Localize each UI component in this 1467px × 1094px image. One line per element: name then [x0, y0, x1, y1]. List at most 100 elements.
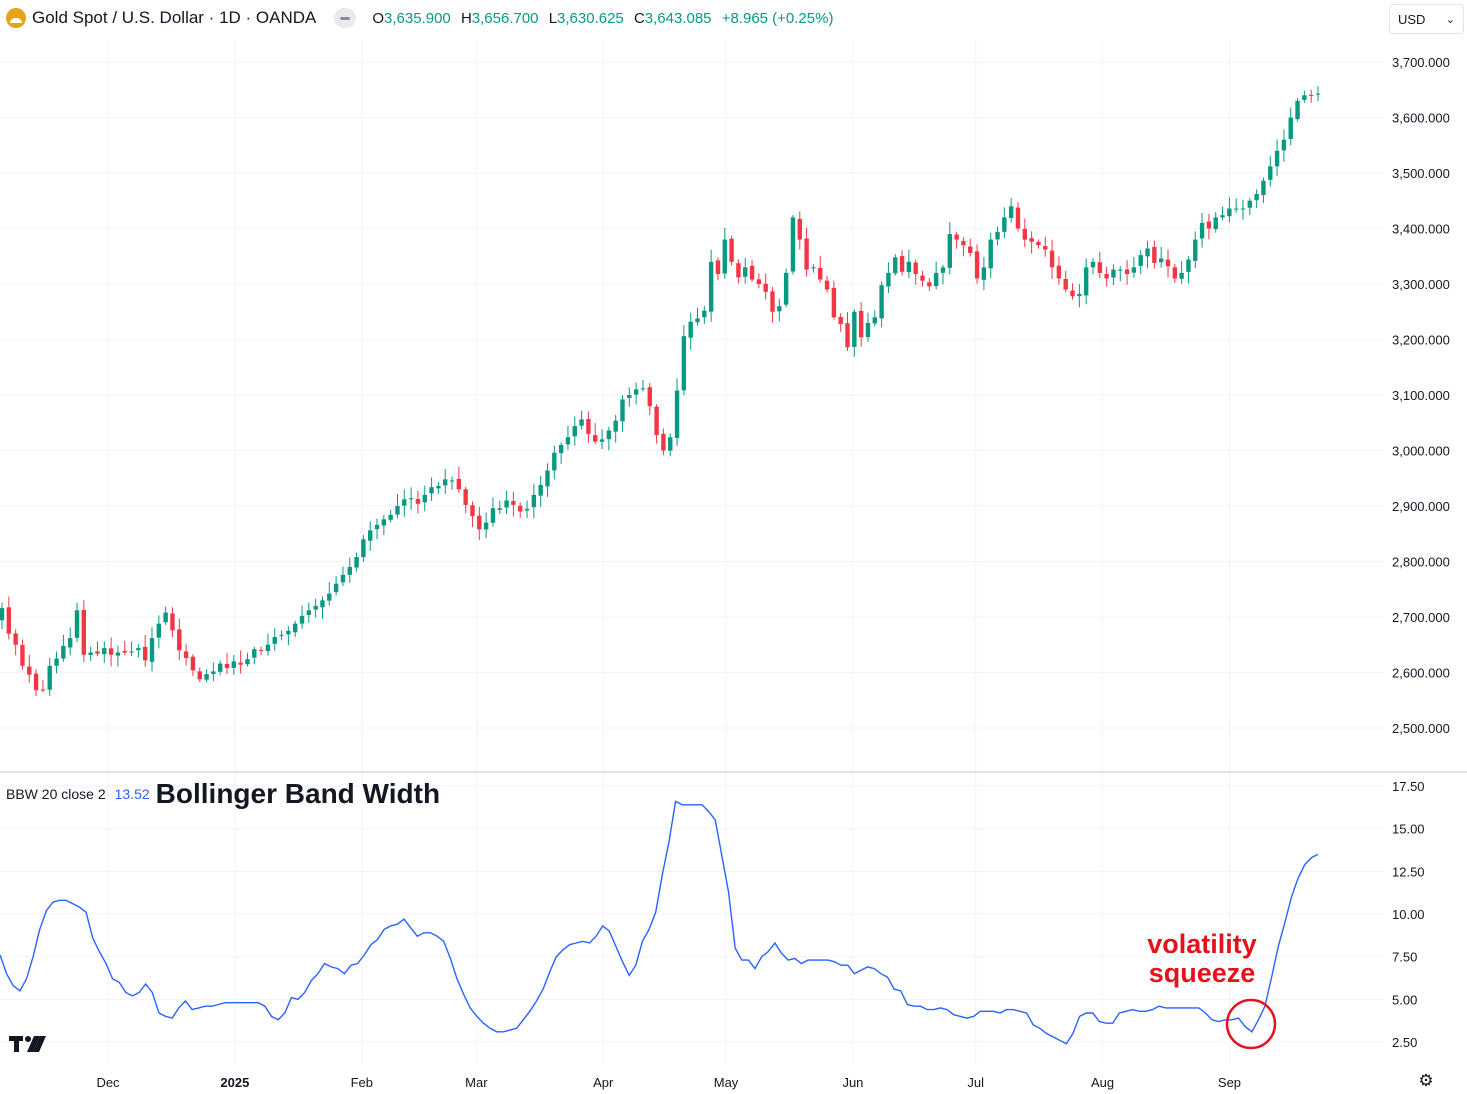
- price-tick-label: 3,300.000: [1392, 277, 1450, 292]
- candle-body: [647, 387, 652, 407]
- candle-body: [1049, 250, 1055, 268]
- symbol-title[interactable]: Gold Spot / U.S. Dollar · 1D · OANDA: [32, 8, 317, 27]
- high-value: 3,656.700: [471, 9, 539, 27]
- candle-body: [1233, 208, 1239, 210]
- candle-up: [67, 627, 73, 656]
- bbw-tick-label: 15.00: [1392, 822, 1425, 837]
- candle-body: [340, 574, 346, 583]
- candle-down: [511, 491, 516, 517]
- candle-up: [947, 222, 952, 275]
- candle-body: [395, 506, 400, 515]
- candle-up: [327, 582, 332, 606]
- high-label: H: [460, 9, 472, 27]
- candle-down: [1022, 218, 1027, 248]
- candle-up: [381, 515, 387, 536]
- candle-body: [1124, 269, 1130, 275]
- candle-body: [729, 238, 734, 262]
- candle-body: [388, 514, 393, 520]
- candle-body: [511, 501, 516, 505]
- candle-body: [831, 287, 837, 318]
- candle-up: [129, 641, 134, 656]
- bbw-tick-label: 12.50: [1392, 864, 1425, 879]
- candle-body: [845, 323, 850, 348]
- candle-body: [1002, 217, 1007, 232]
- candle-body: [217, 663, 223, 672]
- currency-selector[interactable]: USD ⌄: [1389, 4, 1464, 34]
- candle-body: [1138, 255, 1143, 266]
- price-tick-label: 2,500.000: [1392, 721, 1450, 736]
- candle-up: [599, 429, 605, 450]
- candle-down: [647, 382, 652, 415]
- candle-body: [579, 419, 584, 426]
- candle-down: [1070, 283, 1075, 300]
- candle-body: [1179, 272, 1184, 279]
- open-label: O: [372, 9, 385, 27]
- candle-up: [906, 249, 912, 279]
- candle-body: [313, 605, 318, 610]
- tradingview-logo-icon[interactable]: [9, 1030, 47, 1061]
- candle-body: [156, 623, 162, 638]
- candle-down: [1172, 263, 1178, 283]
- bbw-tick-label: 2.50: [1392, 1035, 1417, 1050]
- candle-down: [463, 486, 468, 514]
- candle-body: [170, 613, 175, 631]
- indicator-name[interactable]: BBW 20 close 2: [6, 786, 106, 802]
- candle-up: [633, 382, 639, 405]
- candle-up: [995, 226, 1000, 246]
- candle-down: [183, 644, 189, 666]
- candle-down: [13, 629, 18, 656]
- candle-body: [804, 238, 809, 270]
- candle-body: [306, 610, 312, 615]
- bbw-axis[interactable]: 17.50 15.00 12.50 10.00 7.50 5.00 2.50: [1392, 779, 1425, 1050]
- price-tick-label: 3,500.000: [1392, 166, 1450, 181]
- candle-body: [913, 262, 918, 275]
- candle-body: [252, 649, 257, 658]
- candle-up: [1227, 197, 1232, 223]
- candle-body: [327, 593, 332, 601]
- time-tick-label: Apr: [593, 1075, 614, 1090]
- collapse-minus-icon[interactable]: [334, 8, 357, 28]
- candle-up: [402, 489, 407, 517]
- close-value: 3,643.085: [644, 9, 712, 27]
- settings-gear-icon[interactable]: ⚙: [1418, 1071, 1434, 1090]
- candle-up: [74, 602, 80, 643]
- candle-down: [1029, 231, 1034, 254]
- price-tick-label: 2,900.000: [1392, 499, 1450, 514]
- candle-down: [763, 273, 768, 300]
- candle-body: [1152, 246, 1157, 263]
- price-axis[interactable]: 3,700.000 3,600.000 3,500.000 3,400.000 3,30…: [1392, 55, 1450, 736]
- candle-down: [197, 667, 202, 682]
- candle-body: [231, 661, 237, 668]
- time-axis[interactable]: Dec 2025 Feb Mar Apr May Jun Jul Aug Sep: [96, 1075, 1241, 1090]
- candle-up: [115, 645, 121, 667]
- candle-body: [1008, 206, 1014, 218]
- candle-up: [879, 281, 884, 328]
- candle-down: [1097, 251, 1103, 279]
- candle-body: [0, 608, 5, 621]
- annotation-line-2: squeeze: [1148, 958, 1256, 988]
- candle-body: [88, 652, 93, 656]
- gold-logo-icon: [6, 8, 26, 28]
- candle-body: [1083, 267, 1089, 296]
- candle-up: [340, 566, 346, 587]
- candle-up: [272, 628, 277, 651]
- candle-body: [654, 406, 659, 435]
- candle-up: [722, 228, 727, 279]
- candle-up: [1002, 207, 1007, 239]
- open-value: 3,635.900: [384, 9, 451, 27]
- candle-body: [933, 272, 939, 287]
- candle-up: [374, 518, 380, 540]
- candle-body: [183, 651, 189, 659]
- candle-body: [790, 217, 796, 272]
- candle-up: [1090, 258, 1096, 275]
- candle-up: [811, 264, 816, 273]
- candle-body: [968, 246, 973, 253]
- candle-body: [108, 648, 114, 655]
- annotation-line-1: volatility: [1147, 929, 1257, 959]
- candle-up: [940, 264, 946, 285]
- time-tick-label: Aug: [1091, 1075, 1114, 1090]
- candle-up: [1008, 198, 1014, 223]
- candle-up: [504, 490, 509, 514]
- candle-body: [783, 272, 789, 305]
